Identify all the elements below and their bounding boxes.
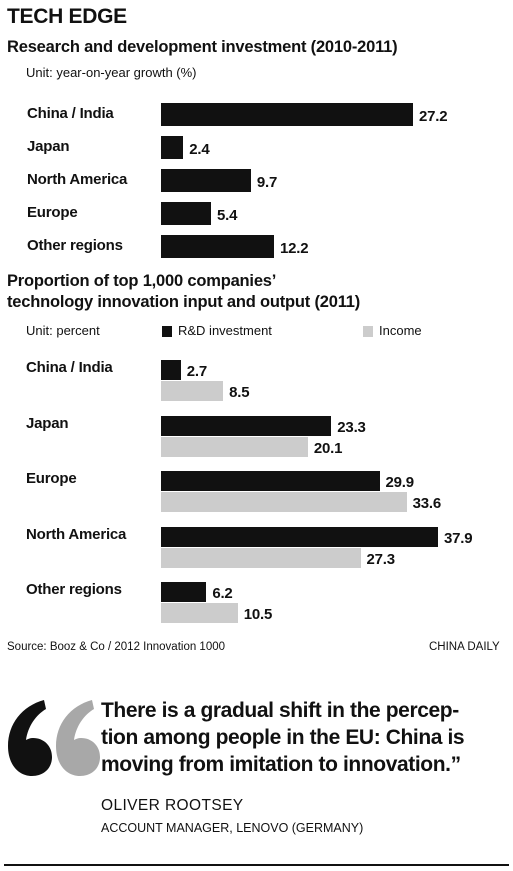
chart2-bar-r-d-investment-other-regions: [161, 582, 207, 602]
chart2-category-label-north-america: North America: [26, 525, 127, 543]
chart2-value-label-income-europe: 33.6: [412, 495, 442, 512]
credit-label: CHINA DAILY: [429, 641, 500, 653]
chart2-value-label-r-d-investment-north-america: 37.9: [444, 529, 473, 547]
chart2-value-label-income-china-india: 8.5: [229, 384, 250, 401]
chart1-unit-label: Unit: year-on-year growth (%): [26, 65, 197, 80]
page-title: TECH EDGE: [7, 5, 127, 28]
chart2-bar-r-d-investment-japan: [161, 415, 332, 436]
chart2-category-label-other-regions: Other regions: [26, 581, 122, 598]
chart1-category-label-japan: Japan: [27, 138, 70, 155]
chart1-bar-other-regions: [161, 235, 275, 258]
chart1-category-label-europe: Europe: [27, 204, 78, 221]
chart2-title-line2: technology innovation input and output (…: [7, 293, 361, 311]
legend-label-income: Income: [379, 323, 422, 338]
chart2-bar-r-d-investment-china-india: [161, 360, 181, 380]
chart2-unit-label: Unit: percent: [26, 323, 100, 338]
legend-label-rd: R&D investment: [178, 323, 272, 338]
chart2-category-label-europe: Europe: [26, 470, 77, 487]
chart2-bar-income-china-india: [161, 381, 224, 401]
chart1-category-label-north-america: North America: [27, 171, 128, 188]
chart1-category-label-other-regions: Other regions: [27, 237, 123, 254]
chart1-bar-europe: [161, 202, 212, 225]
chart2-value-label-r-d-investment-europe: 29.9: [385, 474, 415, 491]
chart1-value-label-japan: 2.4: [189, 141, 210, 158]
chart2-value-label-r-d-investment-other-regions: 6.2: [212, 585, 233, 602]
legend-swatch-rd: [162, 326, 172, 337]
chart2-bar-income-other-regions: [161, 603, 238, 623]
chart2-title-line1: Proportion of top 1,000 companies’: [7, 272, 277, 290]
chart2-bar-r-d-investment-north-america: [161, 526, 438, 547]
chart1-value-label-north-america: 9.7: [256, 174, 278, 191]
chart2-category-label-japan: Japan: [26, 414, 69, 432]
chart2-bar-r-d-investment-europe: [161, 471, 380, 491]
quote-line-1: There is a gradual shift in the percep-: [101, 699, 459, 722]
quote-author-role: ACCOUNT MANAGER, LENOVO (GERMANY): [101, 821, 364, 835]
bottom-rule: [4, 864, 509, 866]
chart1-category-label-china-india: China / India: [27, 105, 114, 122]
chart2-value-label-income-other-regions: 10.5: [243, 606, 273, 623]
chart1-bar-north-america: [161, 169, 251, 192]
chart1-bar-china-india: [161, 103, 413, 126]
chart2-category-label-china-india: China / India: [26, 359, 113, 376]
source-note: Source: Booz & Co / 2012 Innovation 1000: [7, 641, 226, 653]
chart2-bar-income-north-america: [161, 547, 361, 568]
quote-line-2: tion among people in the EU: China is: [101, 726, 465, 749]
quote-text: There is a gradual shift in the percep- …: [101, 697, 501, 778]
chart2-bar-income-europe: [161, 492, 407, 512]
chart2-value-label-income-north-america: 27.3: [366, 550, 396, 568]
chart1-value-label-china-india: 27.2: [419, 108, 448, 125]
chart1-value-label-europe: 5.4: [217, 207, 238, 224]
quote-author: OLIVER ROOTSEY: [101, 797, 244, 814]
chart2-value-label-income-japan: 20.1: [313, 439, 343, 457]
quote-line-3: moving from imitation to innovation.”: [101, 753, 461, 776]
chart2-value-label-r-d-investment-china-india: 2.7: [186, 363, 207, 380]
legend-swatch-income: [363, 326, 373, 337]
chart2-bar-income-japan: [161, 436, 308, 457]
chart1-value-label-other-regions: 12.2: [280, 240, 309, 257]
chart1-bar-japan: [161, 136, 184, 159]
chart1-title: Research and development investment (201…: [7, 38, 398, 56]
chart2-value-label-r-d-investment-japan: 23.3: [337, 418, 366, 436]
